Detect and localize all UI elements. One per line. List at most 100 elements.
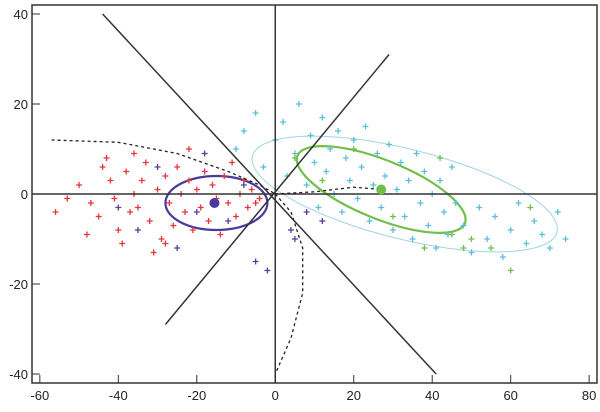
data-point	[119, 240, 126, 247]
data-point	[327, 146, 334, 152]
data-point	[240, 128, 247, 134]
data-point	[83, 231, 90, 238]
data-point	[354, 195, 361, 202]
data-point	[209, 182, 216, 188]
dashed-curve	[274, 193, 304, 375]
data-point	[142, 159, 149, 166]
data-point	[107, 177, 114, 184]
data-point	[170, 222, 177, 229]
data-point	[346, 177, 353, 184]
data-point	[134, 227, 141, 233]
data-point	[256, 195, 263, 202]
data-point	[221, 173, 228, 179]
data-point	[193, 186, 200, 193]
data-point	[303, 182, 310, 188]
data-point	[350, 146, 357, 152]
data-point	[378, 204, 385, 211]
data-point	[507, 267, 514, 274]
data-point	[460, 222, 467, 229]
data-point	[111, 195, 118, 202]
data-point	[401, 213, 408, 220]
data-point	[460, 245, 467, 251]
x-tick-label: -20	[187, 388, 206, 403]
data-point	[370, 182, 377, 188]
data-point	[491, 213, 498, 220]
data-point	[389, 227, 396, 233]
data-point	[425, 222, 432, 229]
data-point	[303, 209, 310, 215]
data-point	[233, 146, 240, 152]
y-tick-label: -20	[9, 277, 28, 292]
data-point	[433, 245, 440, 251]
x-tick-label: 40	[425, 388, 439, 403]
data-point	[448, 164, 455, 170]
data-point	[205, 218, 212, 224]
data-point	[421, 245, 428, 251]
data-point	[488, 245, 495, 251]
plot-area	[32, 5, 597, 383]
data-point	[158, 236, 165, 242]
data-point	[127, 209, 134, 215]
data-point	[264, 267, 271, 274]
data-point	[52, 209, 59, 215]
data-point	[182, 209, 189, 215]
data-point	[350, 137, 357, 143]
data-point	[197, 204, 204, 211]
data-point	[437, 177, 444, 184]
data-point	[146, 218, 153, 224]
data-point	[358, 164, 365, 170]
data-point	[468, 236, 475, 242]
data-point	[421, 168, 428, 175]
x-tick-label: -40	[109, 388, 128, 403]
data-point	[280, 119, 287, 125]
data-point	[319, 218, 326, 224]
data-point	[229, 159, 236, 166]
data-point	[437, 155, 444, 161]
covariance-ellipse	[295, 145, 467, 234]
data-point	[393, 186, 400, 193]
data-point	[154, 186, 161, 193]
data-point	[295, 101, 302, 107]
data-point	[260, 164, 267, 170]
data-point	[252, 110, 259, 116]
y-tick-label: 40	[14, 7, 28, 22]
data-point	[225, 200, 232, 206]
data-point	[189, 227, 196, 233]
data-point	[448, 231, 455, 238]
y-tick-label: 20	[14, 97, 28, 112]
data-point	[134, 204, 141, 211]
x-tick-label: 20	[347, 388, 361, 403]
data-point	[386, 141, 393, 148]
data-point	[335, 128, 342, 134]
boundary-line	[164, 54, 390, 325]
x-tick-label: 60	[503, 388, 517, 403]
data-point	[185, 177, 192, 184]
data-point	[546, 245, 553, 251]
data-point	[311, 159, 318, 166]
data-point	[507, 227, 514, 233]
data-point	[323, 168, 330, 175]
data-point	[103, 155, 110, 161]
data-point	[115, 227, 122, 233]
data-point	[499, 254, 506, 260]
data-point	[554, 209, 561, 215]
data-point	[138, 177, 145, 184]
covariance-ellipse	[251, 135, 558, 253]
data-point	[484, 236, 491, 242]
data-point	[539, 231, 546, 238]
data-point	[193, 209, 200, 215]
x-tick-label: 80	[582, 388, 596, 403]
dashed-curve	[275, 186, 382, 195]
data-point	[87, 200, 94, 206]
y-tick-label: 0	[21, 187, 28, 202]
data-point	[476, 204, 483, 211]
data-point	[99, 164, 106, 170]
data-point	[515, 200, 522, 206]
dashed-curve	[51, 139, 276, 195]
x-tick-label: 0	[272, 388, 279, 403]
data-point	[123, 168, 130, 175]
data-point	[409, 236, 416, 242]
data-point	[405, 177, 412, 184]
data-point	[233, 213, 240, 220]
